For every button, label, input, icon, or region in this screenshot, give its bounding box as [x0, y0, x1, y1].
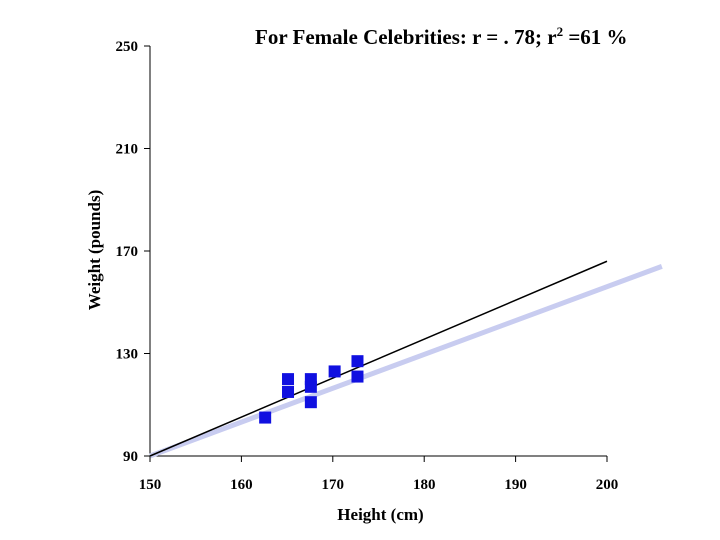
- chart-title-superscript: 2: [556, 24, 564, 39]
- x-tick-label: 190: [504, 477, 527, 493]
- y-tick-label: 170: [116, 244, 139, 260]
- data-point: [351, 370, 364, 383]
- fitted-regression-line: [149, 260, 608, 457]
- data-point: [304, 380, 317, 393]
- data-point: [282, 385, 295, 398]
- data-point: [328, 365, 341, 378]
- data-point: [282, 373, 295, 386]
- chart-title-suffix: =61 %: [563, 25, 628, 49]
- y-tick-label: 250: [116, 39, 139, 55]
- x-axis-title: Height (cm): [337, 505, 423, 524]
- x-tick-label: 150: [139, 477, 162, 493]
- x-tick-label: 200: [596, 477, 619, 493]
- y-tick-label: 210: [116, 142, 139, 158]
- y-tick-label: 130: [116, 347, 139, 363]
- x-tick-label: 170: [322, 477, 345, 493]
- data-point: [259, 411, 272, 424]
- data-point: [304, 396, 317, 409]
- y-axis-title: Weight (pounds): [85, 190, 104, 310]
- reference-line: [149, 264, 663, 459]
- y-tick-label: 90: [123, 449, 138, 465]
- data-point: [351, 355, 364, 368]
- x-tick-label: 160: [230, 477, 253, 493]
- chart-title-text: For Female Celebrities: r = . 78; r: [255, 25, 557, 49]
- x-tick-label: 180: [413, 477, 436, 493]
- chart-title: For Female Celebrities: r = . 78; r2 =61…: [255, 24, 628, 50]
